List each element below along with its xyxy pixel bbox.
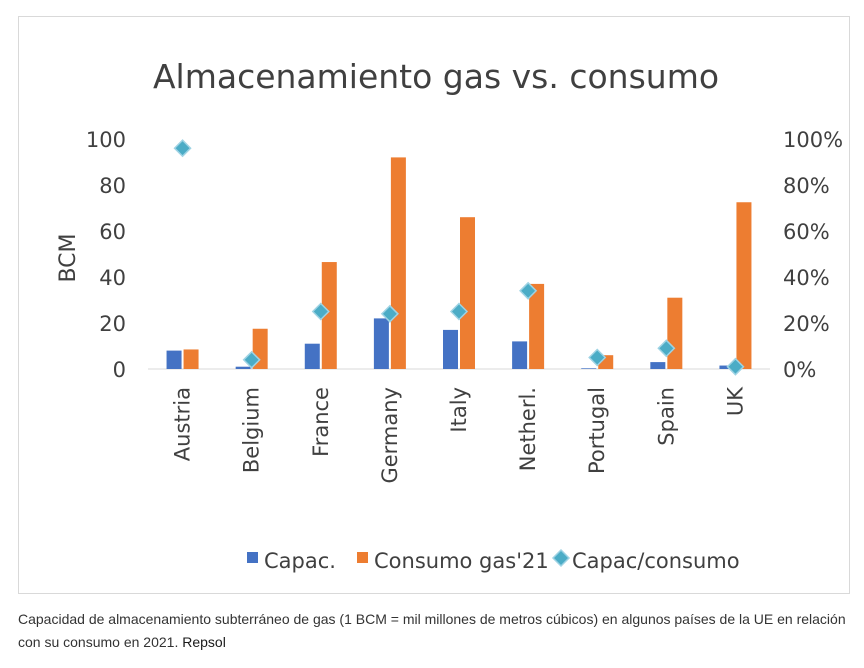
chart: Almacenamiento gas vs. consumo BCM 0 20 40…: [56, 57, 843, 573]
bar-consumo-italy: [460, 217, 475, 369]
caption-credit: Repsol: [182, 634, 226, 650]
y2-tick-label: 80%: [783, 174, 830, 198]
bar-consumo-netherl: [529, 283, 545, 369]
x-tick-label: Austria: [171, 387, 195, 461]
marker-capac-consumo-uk: [726, 357, 745, 376]
y-tick-label: 80: [99, 174, 126, 198]
y2-tick-label: 0%: [783, 358, 816, 382]
x-tick-label: Netherl.: [516, 387, 540, 471]
chart-title: Almacenamiento gas vs. consumo: [153, 57, 719, 96]
y-tick-label: 40: [99, 266, 126, 290]
legend-label-capac-consumo: Capac/consumo: [572, 549, 740, 573]
x-tick-label: Belgium: [240, 387, 264, 473]
marker-capac-consumo-spain: [657, 339, 676, 358]
bar-consumo-germany: [390, 157, 406, 369]
legend-swatch-capac: [247, 552, 258, 563]
y-axis-label: BCM: [56, 233, 81, 282]
legend-swatch-capac-consumo: [551, 548, 571, 568]
bar-capac-germany: [373, 318, 389, 369]
bar-capac-spain: [650, 362, 666, 369]
bar-consumo-austria: [183, 349, 199, 369]
marker-capac-consumo-germany: [380, 304, 399, 323]
bar-capac-netherl: [512, 341, 528, 369]
y-tick-label: 20: [99, 312, 126, 336]
y-tick-label: 0: [113, 358, 126, 382]
legend-label-consumo-gas-21: Consumo gas'21: [374, 549, 549, 573]
y-tick-label: 100: [86, 128, 126, 152]
bar-capac-france: [304, 343, 320, 369]
y2-tick-label: 20%: [783, 312, 830, 336]
marker-capac-consumo-portugal: [588, 348, 607, 367]
bar-capac-italy: [443, 329, 458, 369]
y2-tick-label: 60%: [783, 220, 830, 244]
marker-capac-consumo-italy: [449, 302, 469, 321]
bar-capac-portugal: [581, 368, 597, 369]
bar-consumo-spain: [667, 297, 683, 369]
marker-capac-consumo-belgium: [242, 350, 261, 369]
caption-text: Capacidad de almacenamiento subterráneo …: [18, 611, 846, 650]
legend-label-capac: Capac.: [264, 549, 336, 573]
marker-capac-consumo-austria: [173, 139, 192, 158]
x-tick-label: France: [309, 387, 333, 457]
marker-capac-consumo-france: [311, 302, 330, 321]
x-tick-label: UK: [723, 386, 747, 416]
x-tick-label: Germany: [378, 387, 402, 484]
bar-capac-uk: [719, 365, 735, 369]
y-tick-label: 60: [99, 220, 126, 244]
x-tick-label: Portugal: [585, 387, 609, 474]
legend-swatch-consumo-gas-21: [357, 552, 368, 563]
y2-tick-label: 40%: [783, 266, 830, 290]
bar-consumo-uk: [736, 202, 752, 369]
bar-consumo-france: [321, 262, 337, 369]
bar-capac-belgium: [235, 366, 251, 369]
y2-tick-label: 100%: [783, 128, 843, 152]
figure-caption: Capacidad de almacenamiento subterráneo …: [18, 608, 848, 654]
bar-capac-austria: [166, 350, 182, 369]
chart-frame: [18, 16, 850, 594]
x-tick-label: Spain: [654, 387, 678, 446]
x-tick-label: Italy: [447, 387, 471, 433]
marker-capac-consumo-netherl: [519, 281, 538, 300]
